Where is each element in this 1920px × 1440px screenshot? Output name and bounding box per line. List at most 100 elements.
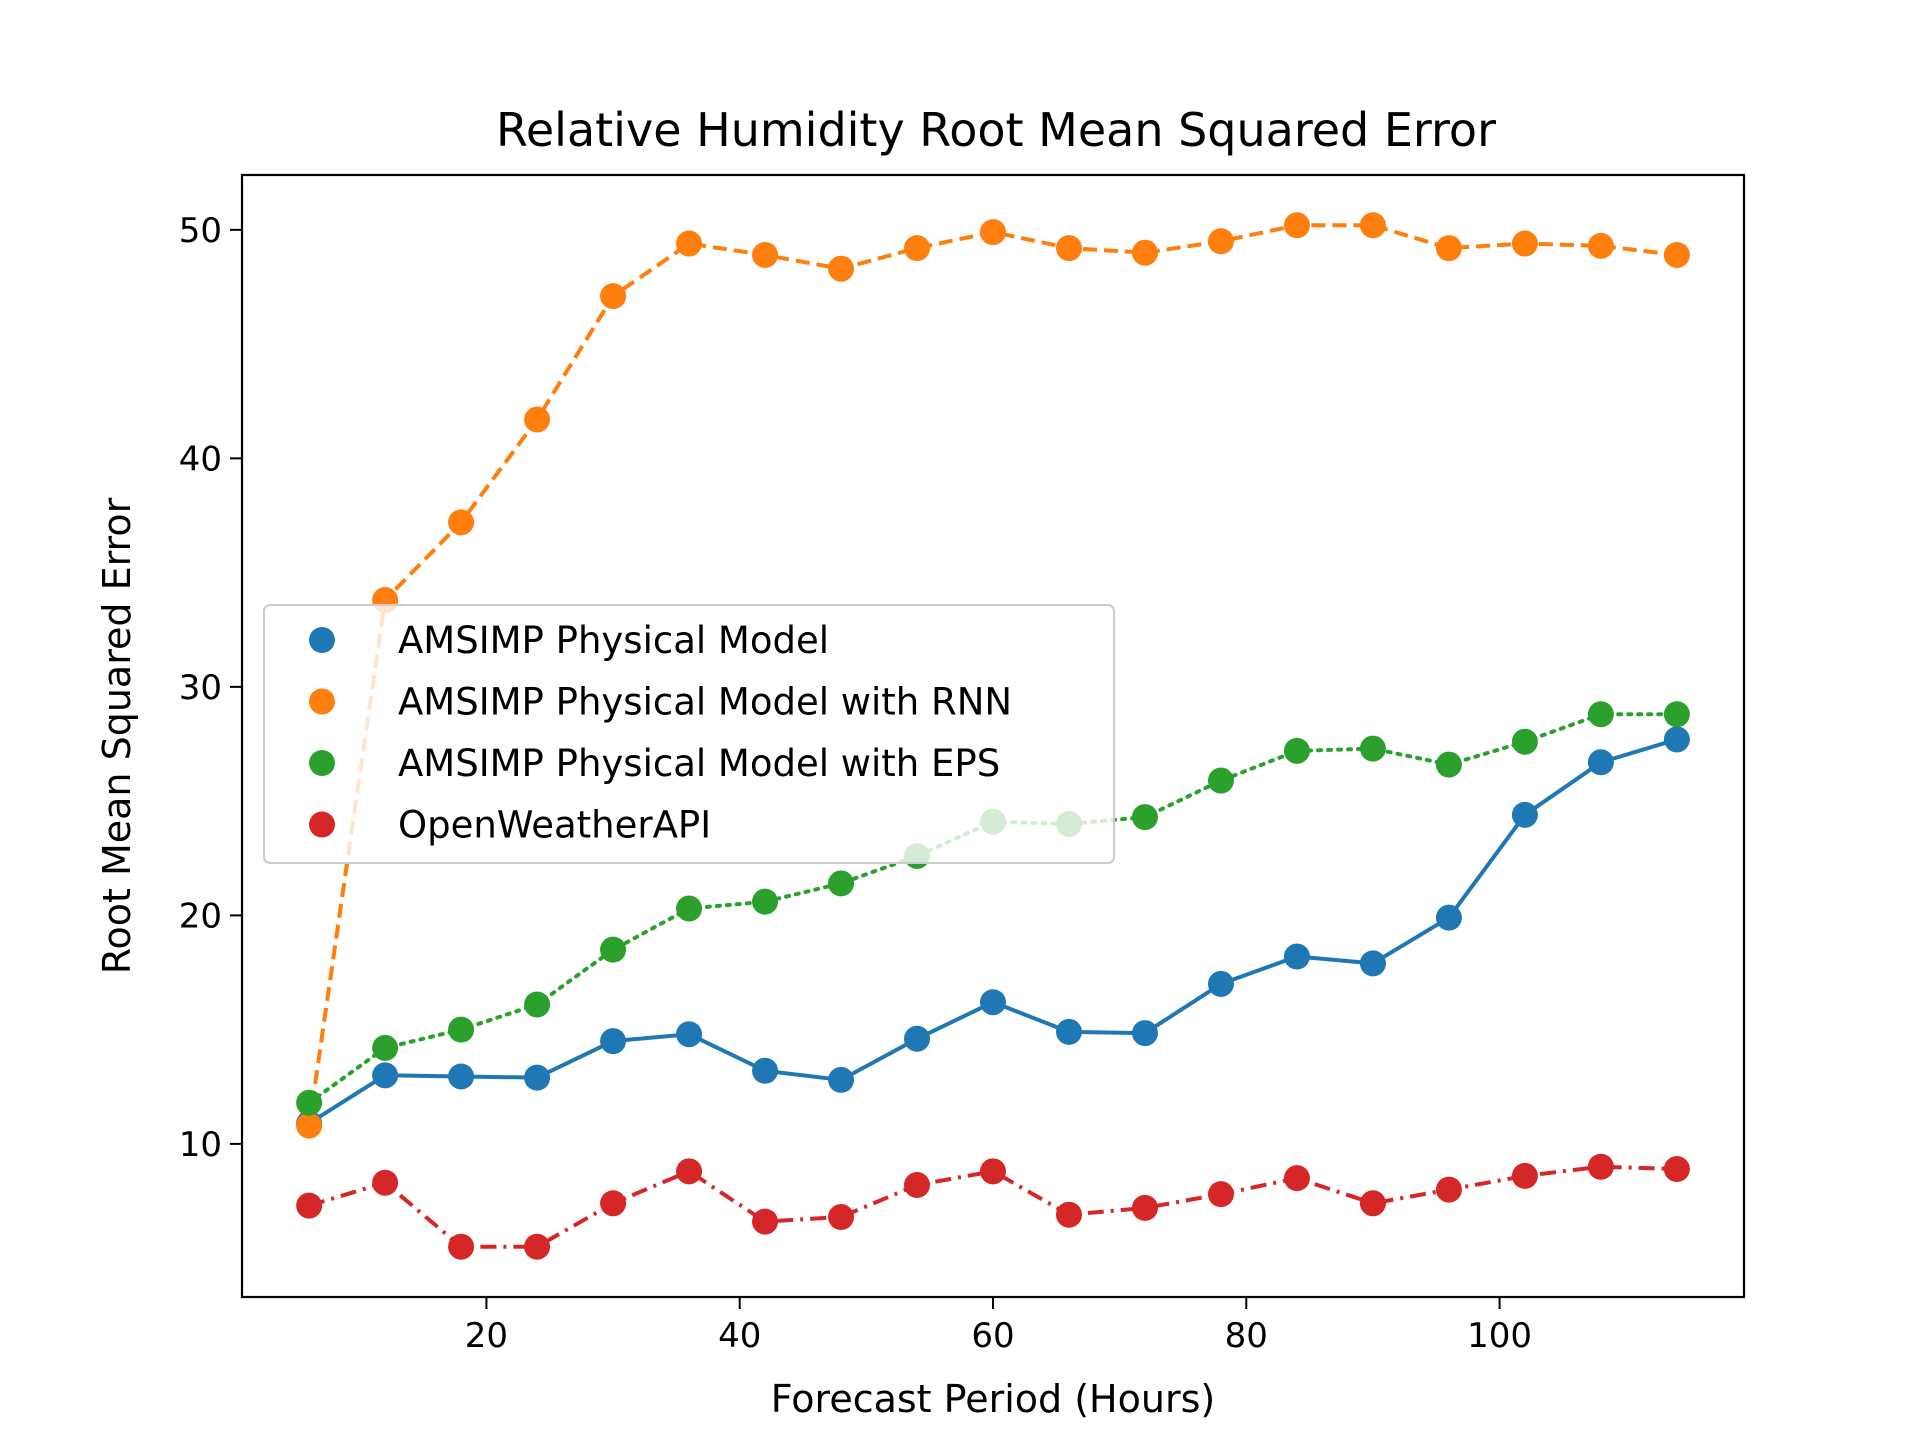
data-point (1587, 749, 1614, 776)
legend-item-amsimp-physical-model-with-rnn: AMSIMP Physical Model with RNN (309, 681, 1012, 724)
data-point (1207, 767, 1234, 794)
data-point (1511, 230, 1538, 257)
data-point (1207, 228, 1234, 255)
data-point (752, 1208, 779, 1235)
legend-item-amsimp-physical-model: AMSIMP Physical Model (309, 619, 829, 662)
data-point (1435, 904, 1462, 931)
chart-title: Relative Humidity Root Mean Squared Erro… (496, 103, 1496, 157)
data-point (296, 1089, 323, 1116)
series-openweatherapi (296, 1153, 1690, 1260)
legend-label: AMSIMP Physical Model (398, 619, 829, 662)
data-point (524, 1064, 551, 1091)
data-point (448, 1233, 475, 1260)
x-tick-label: 80 (1225, 1316, 1268, 1356)
legend-item-openweatherapi: OpenWeatherAPI (309, 804, 711, 847)
data-point (1283, 1165, 1310, 1192)
legend: AMSIMP Physical Model AMSIMP Physical Mod… (263, 604, 1115, 864)
legend-item-amsimp-physical-model-with-eps: AMSIMP Physical Model with EPS (309, 742, 1000, 785)
x-tick-label: 100 (1467, 1316, 1532, 1356)
data-point (600, 1190, 627, 1217)
data-point (1131, 1020, 1158, 1047)
data-point (524, 1233, 551, 1260)
data-point (1511, 728, 1538, 755)
data-point (296, 1192, 323, 1219)
data-point (1131, 1194, 1158, 1221)
x-tick-label: 40 (718, 1316, 761, 1356)
data-point (828, 1066, 855, 1093)
data-point (1587, 1153, 1614, 1180)
y-axis-label: Root Mean Squared Error (95, 497, 139, 974)
data-point (448, 1016, 475, 1043)
legend-marker (309, 688, 335, 715)
data-point (752, 241, 779, 268)
data-point (1359, 735, 1386, 762)
data-point (296, 1112, 323, 1139)
legend-marker (309, 811, 335, 838)
data-point (1663, 1156, 1690, 1183)
data-point (980, 989, 1006, 1016)
data-point (1207, 1181, 1234, 1208)
plot-frame (240, 173, 1746, 1299)
data-point (1055, 235, 1082, 262)
data-point (828, 255, 855, 282)
x-tick-label: 20 (465, 1316, 508, 1356)
data-point (904, 1172, 931, 1199)
data-point (1663, 701, 1690, 728)
data-point (1131, 239, 1158, 266)
axis-ticks: 20 40 60 80 100 10 20 30 40 50 (179, 211, 1532, 1356)
data-point (372, 1169, 399, 1196)
data-point (828, 1204, 855, 1231)
data-point (904, 1025, 931, 1052)
data-point (524, 991, 551, 1018)
data-point (1055, 1018, 1082, 1045)
x-tick-label: 60 (971, 1316, 1014, 1356)
legend-label: AMSIMP Physical Model with EPS (398, 742, 1000, 785)
y-tick-label: 10 (179, 1125, 222, 1165)
y-tick-label: 30 (179, 668, 222, 708)
data-point (1283, 737, 1310, 764)
data-point (1359, 950, 1386, 977)
data-point (1055, 1201, 1082, 1228)
data-point (1435, 235, 1462, 262)
data-point (600, 1028, 627, 1055)
data-point (676, 230, 703, 257)
data-point (1663, 726, 1690, 753)
data-point (1511, 1162, 1538, 1189)
data-point (752, 1057, 779, 1084)
data-point (372, 1062, 399, 1089)
data-point (1435, 751, 1462, 778)
data-point (524, 406, 551, 433)
data-point (1511, 801, 1538, 828)
data-point (600, 936, 627, 963)
data-point (828, 870, 855, 897)
data-point (1283, 212, 1310, 239)
y-tick-label: 50 (179, 211, 222, 251)
data-point (676, 1158, 703, 1185)
data-point (1359, 1190, 1386, 1217)
data-point (1283, 943, 1310, 970)
data-point (1131, 804, 1158, 831)
data-point (448, 1063, 475, 1090)
data-point (752, 888, 779, 915)
data-point (980, 1158, 1006, 1185)
data-point (1587, 701, 1614, 728)
data-point (676, 895, 703, 922)
legend-label: AMSIMP Physical Model with RNN (398, 681, 1012, 724)
x-axis-label: Forecast Period (Hours) (771, 1377, 1215, 1421)
y-tick-label: 20 (179, 896, 222, 936)
legend-label: OpenWeatherAPI (398, 804, 711, 847)
y-tick-label: 40 (179, 439, 222, 479)
data-point (980, 219, 1006, 246)
data-point (1207, 970, 1234, 997)
legend-box (263, 604, 1115, 864)
data-point (600, 283, 627, 310)
series-amsimp-physical-model-with-rnn (296, 212, 1690, 1139)
data-point (1663, 241, 1690, 268)
data-point (1587, 232, 1614, 259)
legend-marker (309, 627, 335, 653)
data-point (1435, 1176, 1462, 1203)
data-point (372, 1034, 399, 1061)
data-point (676, 1021, 703, 1048)
legend-marker (309, 750, 335, 776)
